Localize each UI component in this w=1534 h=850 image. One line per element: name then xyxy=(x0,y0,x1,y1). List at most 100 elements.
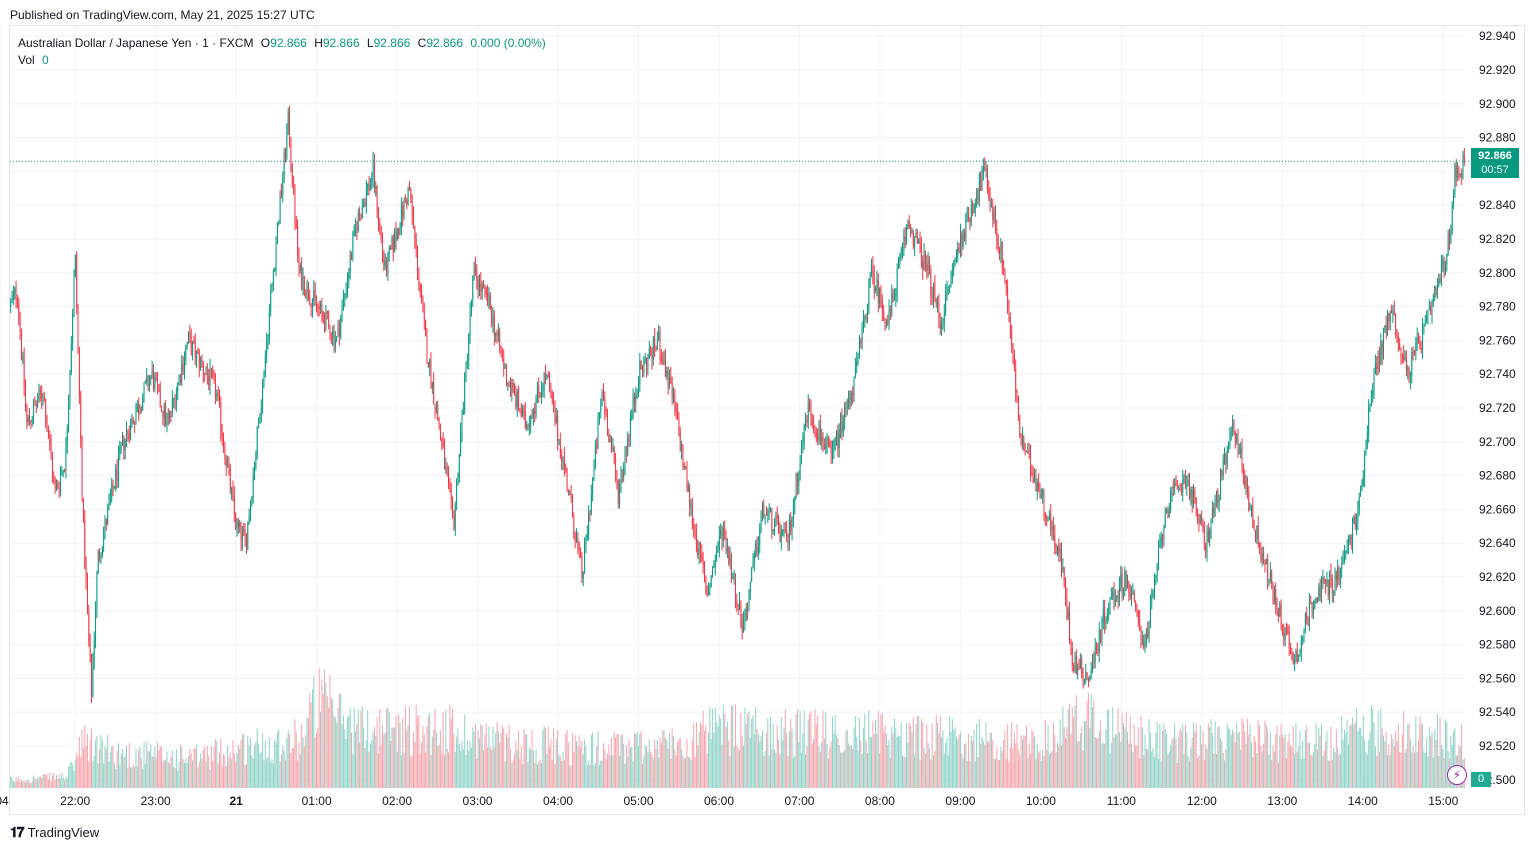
chart-frame[interactable] xyxy=(9,25,1525,815)
candle-body xyxy=(409,187,410,191)
volume-bar xyxy=(148,751,150,788)
candle-body xyxy=(1059,549,1061,553)
candle-body xyxy=(244,530,246,538)
volume-bar xyxy=(838,744,840,788)
candle-body xyxy=(200,358,202,369)
volume-bar xyxy=(980,743,982,788)
candle-body xyxy=(1073,665,1075,671)
volume-bar xyxy=(69,762,71,788)
volume-bar xyxy=(613,731,615,788)
volume-bar xyxy=(1408,724,1410,788)
volume-bar xyxy=(1170,745,1172,788)
symbol-name[interactable]: Australian Dollar / Japanese Yen · 1 · F… xyxy=(18,36,254,50)
candle-body xyxy=(633,396,635,404)
volume-bar xyxy=(1233,732,1235,788)
volume-bar xyxy=(1411,751,1413,788)
footer-brand[interactable]: 𝟏𝟕 TradingView xyxy=(10,824,99,841)
candle-body xyxy=(39,389,41,394)
volume-bar xyxy=(1438,755,1440,788)
volume-bar xyxy=(800,752,802,788)
candle-body xyxy=(766,514,767,516)
volume-bar xyxy=(567,742,569,788)
candle-body xyxy=(1214,499,1216,515)
volume-bar xyxy=(1295,723,1297,788)
y-tick-label: 92.820 xyxy=(1479,232,1516,246)
volume-bar xyxy=(1244,731,1246,788)
candle-body xyxy=(387,252,389,276)
legend-ohlc-row: Australian Dollar / Japanese Yen · 1 · F… xyxy=(18,35,546,52)
candle-body xyxy=(846,406,848,408)
candle-body xyxy=(407,187,409,205)
volume-bar xyxy=(511,762,513,788)
candle-body xyxy=(1007,287,1009,310)
volume-bar xyxy=(1292,726,1294,788)
volume-bar xyxy=(1280,724,1282,788)
candle-body xyxy=(1238,453,1240,455)
candle-body xyxy=(1376,363,1378,370)
candle-body xyxy=(1030,452,1031,473)
x-tick-label: 06:00 xyxy=(704,794,734,808)
candle-body xyxy=(1167,509,1169,518)
volume-bar xyxy=(1118,732,1120,788)
volume-bar xyxy=(733,746,735,788)
volume-bar xyxy=(1306,725,1308,788)
volume-bar xyxy=(369,743,371,788)
candle-body xyxy=(485,287,487,294)
candle-body xyxy=(1175,483,1177,485)
candle-body xyxy=(1213,508,1215,515)
volume-bar xyxy=(210,745,212,788)
candle-body xyxy=(687,485,689,492)
volume-bar xyxy=(1201,743,1203,788)
volume-bar xyxy=(697,745,699,788)
volume-bar xyxy=(1056,742,1058,788)
change-value: 0.000 (0.00%) xyxy=(470,36,546,50)
volume-bar xyxy=(1302,740,1304,788)
candle-body xyxy=(794,498,796,507)
candle-body xyxy=(914,237,916,247)
candle-body xyxy=(171,398,173,413)
candle-body xyxy=(208,375,210,386)
volume-bar xyxy=(1325,741,1327,788)
volume-bar xyxy=(1221,740,1223,788)
candle-body xyxy=(929,261,930,270)
volume-bar xyxy=(611,737,613,788)
candle-body xyxy=(844,403,846,421)
volume-bar xyxy=(1288,733,1290,788)
candle-body xyxy=(1009,316,1011,333)
candle-body xyxy=(1210,518,1212,530)
candle-body xyxy=(1298,656,1300,661)
lightning-icon[interactable]: ⚡ xyxy=(1447,765,1467,785)
volume-bar xyxy=(830,741,832,788)
volume-bar xyxy=(318,668,320,788)
candle-body xyxy=(270,292,272,312)
volume-bar xyxy=(507,737,509,788)
volume-bar xyxy=(981,736,983,788)
volume-bar xyxy=(146,741,148,788)
volume-bar xyxy=(107,734,109,788)
candle-body xyxy=(158,385,160,387)
volume-bar xyxy=(220,738,222,788)
candle-body xyxy=(745,609,747,619)
candle-body xyxy=(1194,490,1196,499)
candle-body xyxy=(82,498,84,520)
volume-bar xyxy=(70,761,72,788)
volume-label[interactable]: Vol xyxy=(18,53,35,67)
candle-body xyxy=(1151,596,1153,601)
candle-body xyxy=(1461,173,1463,177)
candle-body xyxy=(853,377,855,395)
volume-bar xyxy=(604,749,606,788)
candle-body xyxy=(993,213,995,221)
candle-body xyxy=(87,581,88,612)
candle-body xyxy=(1186,485,1188,487)
candle-body xyxy=(833,445,835,449)
volume-bar xyxy=(1135,745,1137,788)
candle-body xyxy=(838,430,840,449)
volume-bar xyxy=(1334,751,1336,788)
volume-bar xyxy=(109,752,111,788)
candle-body xyxy=(1405,357,1407,371)
volume-bar xyxy=(966,761,968,788)
volume-bar xyxy=(651,754,653,788)
candle-body xyxy=(322,312,324,320)
volume-bar xyxy=(624,763,626,788)
